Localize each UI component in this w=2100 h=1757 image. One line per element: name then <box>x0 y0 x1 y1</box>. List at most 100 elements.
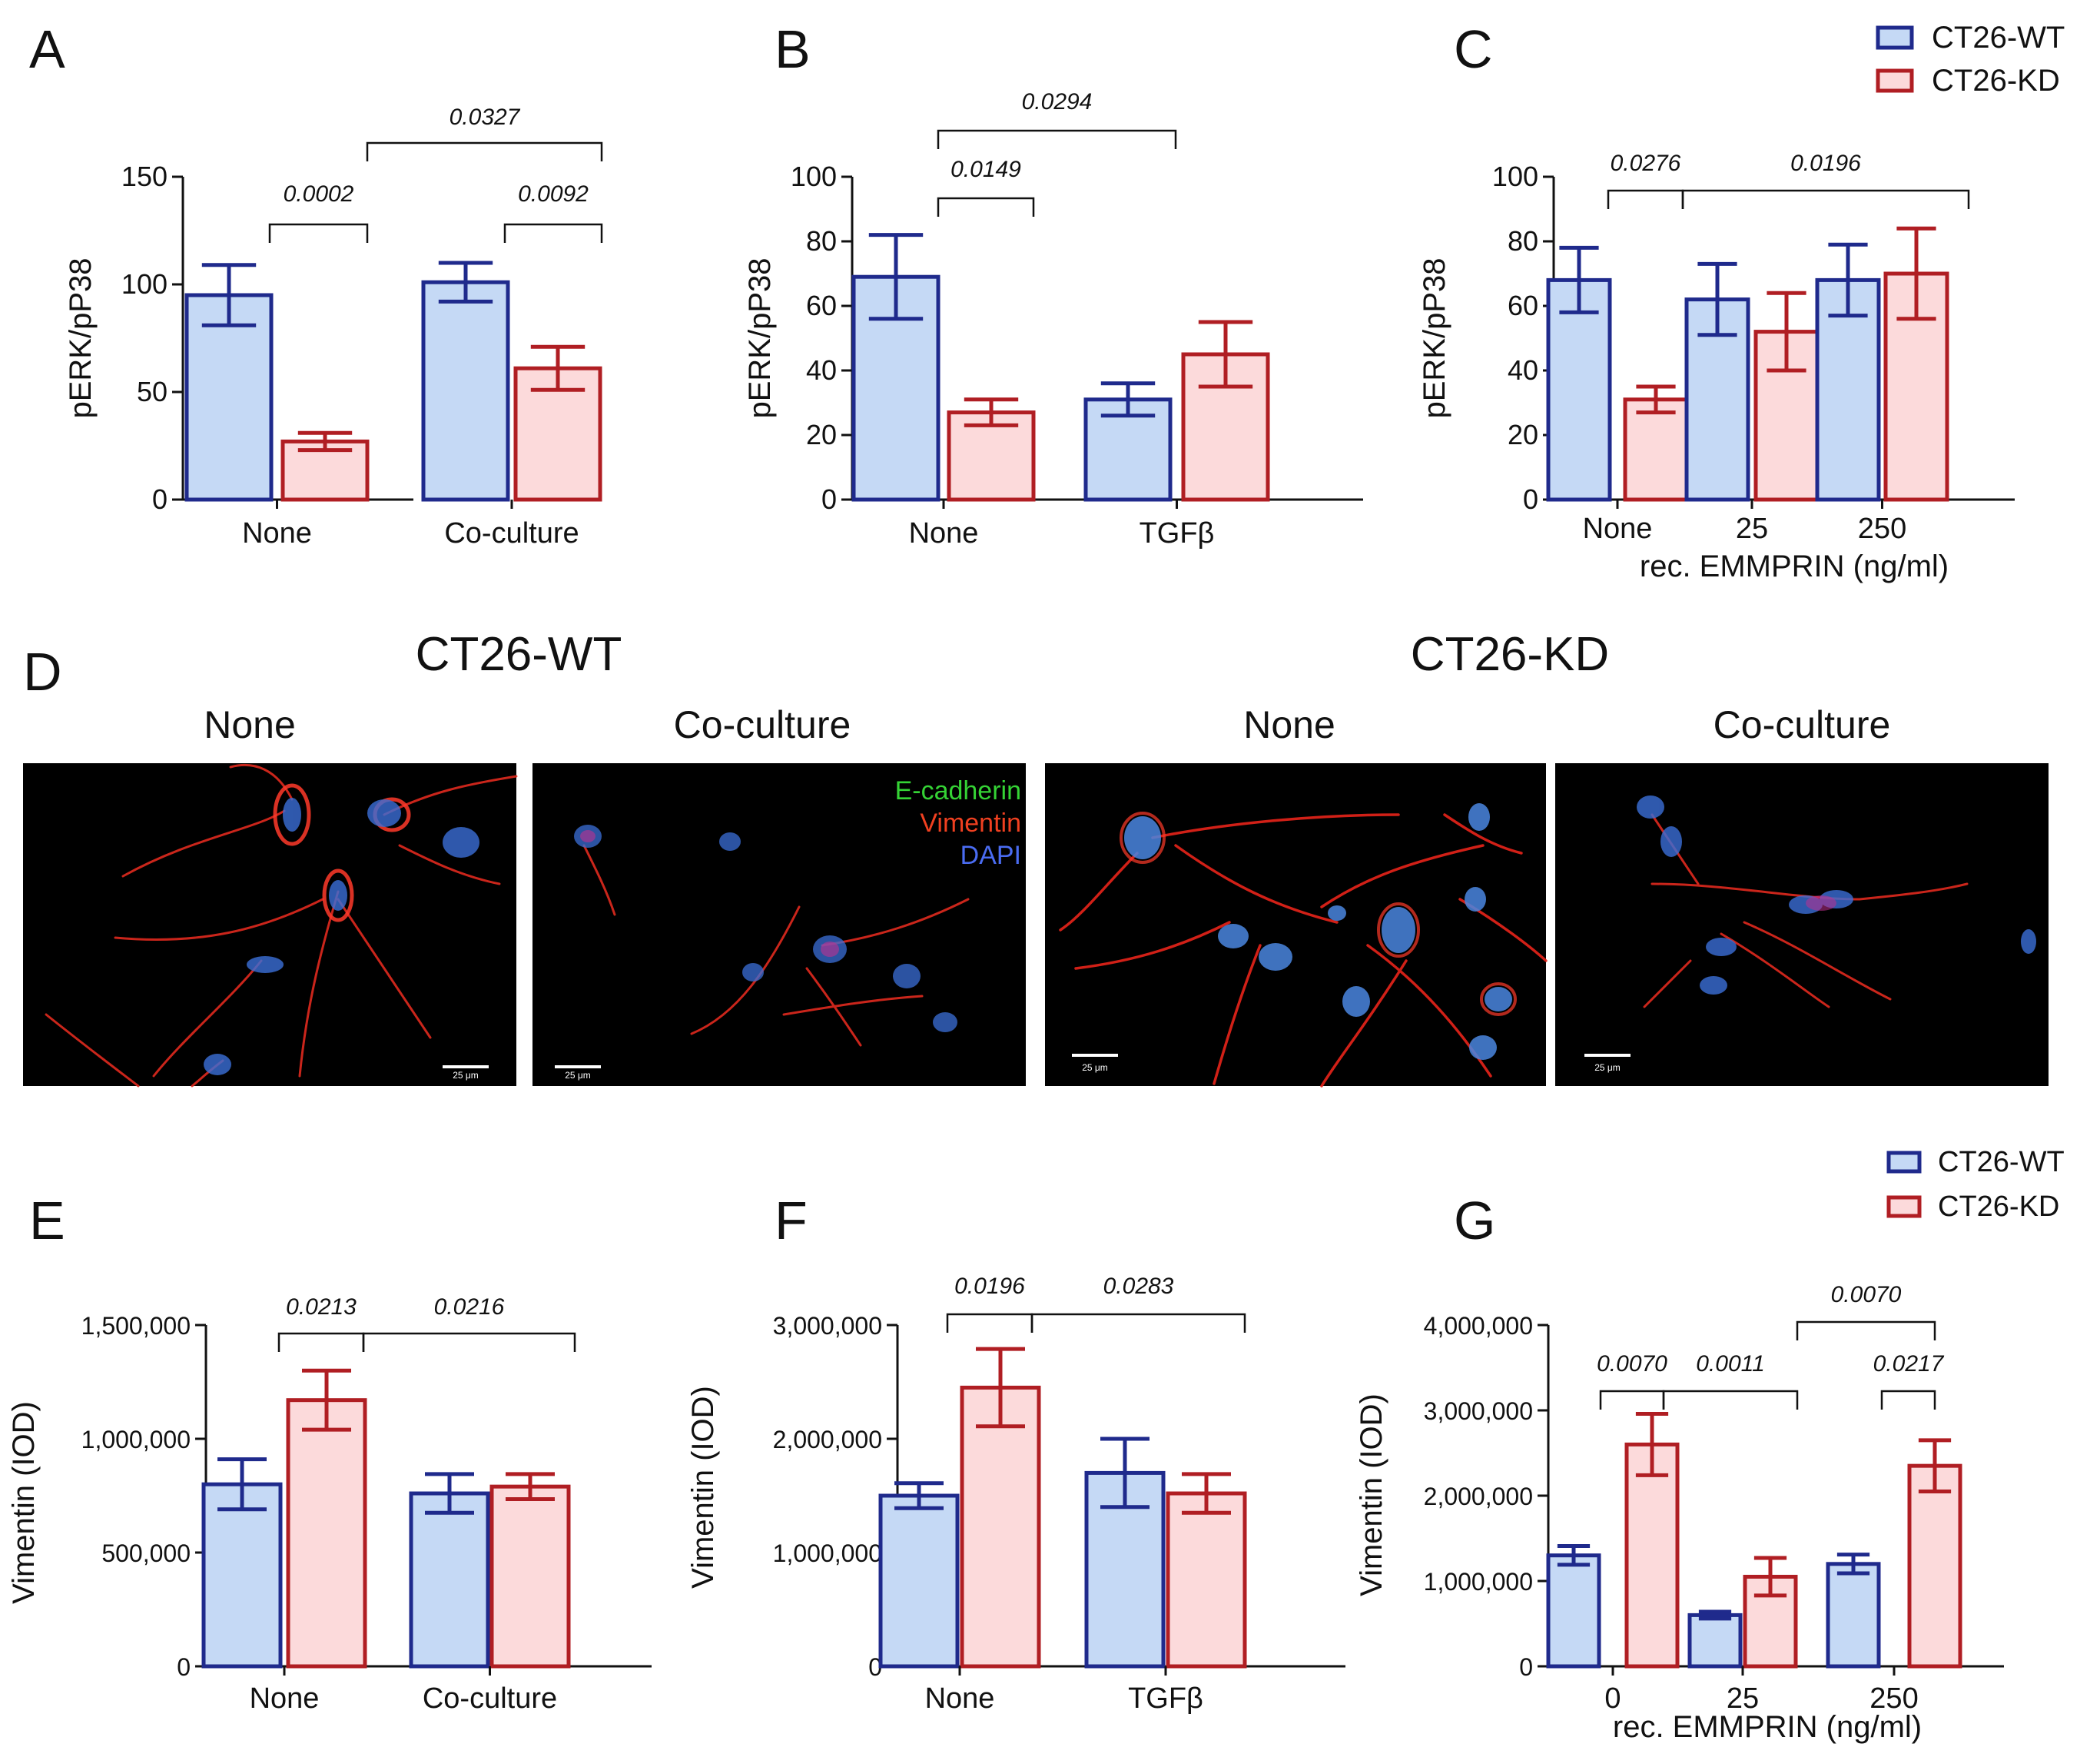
chart-c: C 0 20 40 60 80 100 pERK/pP38 None 25 250 rec. EMMP… <box>1418 19 2015 583</box>
y-tick-label: 40 <box>806 354 837 386</box>
legend-wt-label: CT26-WT <box>1932 21 2065 55</box>
x-tick-label: None <box>242 517 312 550</box>
panel-letter: F <box>775 1191 808 1250</box>
stain-label-vimentin: Vimentin <box>920 809 1021 838</box>
bar-wt-none <box>878 1493 960 1669</box>
significance-bracket <box>1681 189 1970 209</box>
y-tick-label: 2,000,000 <box>773 1426 882 1453</box>
y-axis-label: pERK/pP38 <box>64 257 98 418</box>
group-title-wt: CT26-WT <box>416 628 622 681</box>
bar-wt-none <box>184 293 274 502</box>
y-tick-label: 60 <box>806 290 837 321</box>
x-tick-label: None <box>925 1682 995 1715</box>
significance-bracket <box>1030 1313 1246 1333</box>
y-tick-label: 100 <box>121 268 168 300</box>
significance-bracket <box>277 1332 365 1352</box>
y-tick-label: 40 <box>1508 354 1538 386</box>
bar-wt-250 <box>1826 1562 1881 1669</box>
scale-bar-label: 25 μm <box>1082 1062 1108 1073</box>
legend-wt-swatch <box>1886 1151 1922 1174</box>
x-tick-label: Co-culture <box>423 1682 557 1715</box>
p-value-label: 0.0070 <box>1597 1351 1667 1377</box>
x-tick-label: TGFβ <box>1140 517 1215 550</box>
chart-a: A 0 50 100 150 pERK/pP38 None Co-culture 0.0002 0… <box>29 19 603 550</box>
group-title-kd: CT26-KD <box>1411 628 1609 681</box>
panel-letter: C <box>1454 19 1493 79</box>
y-tick-label: 80 <box>1508 225 1538 257</box>
image-title-3: None <box>1243 703 1335 746</box>
y-tick-label: 0 <box>177 1653 191 1681</box>
y-tick-label: 1,000,000 <box>81 1426 191 1453</box>
y-axis-label: Vimentin (IOD) <box>686 1386 720 1589</box>
legend-wt-label: CT26-WT <box>1938 1146 2065 1178</box>
y-axis-label: pERK/pP38 <box>743 257 777 418</box>
legend-kd-label: CT26-KD <box>1938 1191 2059 1223</box>
p-value-label: 0.0217 <box>1873 1351 1945 1377</box>
y-tick-label: 3,000,000 <box>1424 1397 1533 1425</box>
y-tick-label: 0 <box>821 483 837 515</box>
significance-bracket <box>1796 1320 1936 1340</box>
scale-bar-label: 25 μm <box>453 1070 479 1081</box>
y-tick-label: 50 <box>137 376 168 407</box>
significance-bracket <box>1662 1390 1799 1410</box>
x-tick-label: 250 <box>1869 1682 1918 1715</box>
p-value-label: 0.0216 <box>434 1294 505 1320</box>
p-value-label: 0.0213 <box>286 1294 357 1320</box>
y-tick-label: 20 <box>806 419 837 450</box>
y-tick-label: 1,000,000 <box>1424 1568 1533 1596</box>
bar-kd-0 <box>1624 1442 1680 1669</box>
image-title-2: Co-culture <box>674 703 851 746</box>
x-tick-label: 25 <box>1736 513 1768 545</box>
y-axis-label: Vimentin (IOD) <box>7 1401 41 1604</box>
chart-e: E 0 500,000 1,000,000 1,500,000 Vimentin (IOD… <box>7 1191 652 1715</box>
micrograph-wt-coculture: 25 μm E-cadherin Vimentin DAPI <box>532 763 1026 1086</box>
micrograph-wt-none: 25 μm <box>23 763 518 1088</box>
image-title-4: Co-culture <box>1714 703 1891 746</box>
x-axis-label: rec. EMMPRIN (ng/ml) <box>1613 1710 1922 1744</box>
x-tick-label: 0 <box>1604 1682 1621 1715</box>
p-value-label: 0.0283 <box>1103 1274 1174 1299</box>
bar-wt-0 <box>1546 1553 1601 1669</box>
image-title-1: None <box>204 703 296 746</box>
p-value-label: 0.0196 <box>1790 151 1861 176</box>
bar-wt-none <box>201 1482 283 1669</box>
y-tick-label: 1,500,000 <box>81 1312 191 1340</box>
stain-label-dapi: DAPI <box>960 841 1021 870</box>
y-axis-label: pERK/pP38 <box>1418 257 1451 418</box>
y-tick-label: 2,000,000 <box>1424 1483 1533 1510</box>
x-tick-label: Co-culture <box>444 517 579 550</box>
y-tick-label: 20 <box>1508 419 1538 450</box>
panel-letter: G <box>1454 1191 1495 1250</box>
panel-letter-d: D <box>23 642 62 702</box>
p-value-label: 0.0276 <box>1611 151 1681 176</box>
chart-b: B 0 20 40 60 80 100 pERK/pP38 None TGFβ 0.0149 0.02… <box>743 19 1363 550</box>
significance-bracket <box>366 141 603 161</box>
y-tick-label: 100 <box>791 161 837 192</box>
microscopy-panel: D CT26-WT CT26-KD None Co-culture None C… <box>23 628 2049 1088</box>
p-value-label: 0.0002 <box>284 181 354 207</box>
y-tick-label: 60 <box>1508 290 1538 321</box>
significance-bracket <box>937 129 1177 149</box>
significance-bracket <box>503 223 603 243</box>
y-tick-label: 80 <box>806 225 837 257</box>
bar-wt-25 <box>1687 1613 1743 1669</box>
y-tick-label: 4,000,000 <box>1424 1312 1533 1340</box>
significance-bracket <box>1599 1390 1665 1410</box>
scale-bar-label: 25 μm <box>1594 1062 1621 1073</box>
y-tick-label: 0 <box>152 483 168 515</box>
bar-kd-none <box>286 1398 367 1669</box>
x-axis-label: rec. EMMPRIN (ng/ml) <box>1640 550 1949 583</box>
legend-wt-swatch <box>1876 25 1914 50</box>
x-tick-label: 250 <box>1858 513 1906 545</box>
legend-kd-swatch <box>1886 1195 1922 1218</box>
significance-bracket <box>362 1332 576 1352</box>
x-tick-label: TGFβ <box>1128 1682 1203 1715</box>
bar-kd-250 <box>1907 1463 1962 1669</box>
x-tick-label: None <box>909 517 979 550</box>
legend-kd-label: CT26-KD <box>1932 64 2060 98</box>
significance-bracket <box>937 197 1035 217</box>
y-tick-label: 150 <box>121 161 168 192</box>
significance-bracket <box>946 1313 1033 1333</box>
